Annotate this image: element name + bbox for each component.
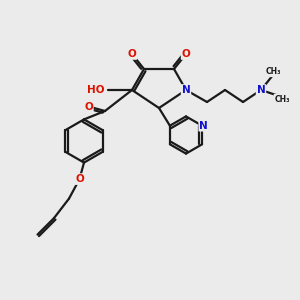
Text: O: O xyxy=(84,101,93,112)
Text: O: O xyxy=(75,174,84,184)
Text: CH₃: CH₃ xyxy=(274,94,290,103)
Text: O: O xyxy=(128,49,136,59)
Text: CH₃: CH₃ xyxy=(265,68,281,76)
Text: HO: HO xyxy=(88,85,105,95)
Text: N: N xyxy=(182,85,190,95)
Text: N: N xyxy=(256,85,266,95)
Text: O: O xyxy=(182,49,190,59)
Text: N: N xyxy=(199,121,208,131)
